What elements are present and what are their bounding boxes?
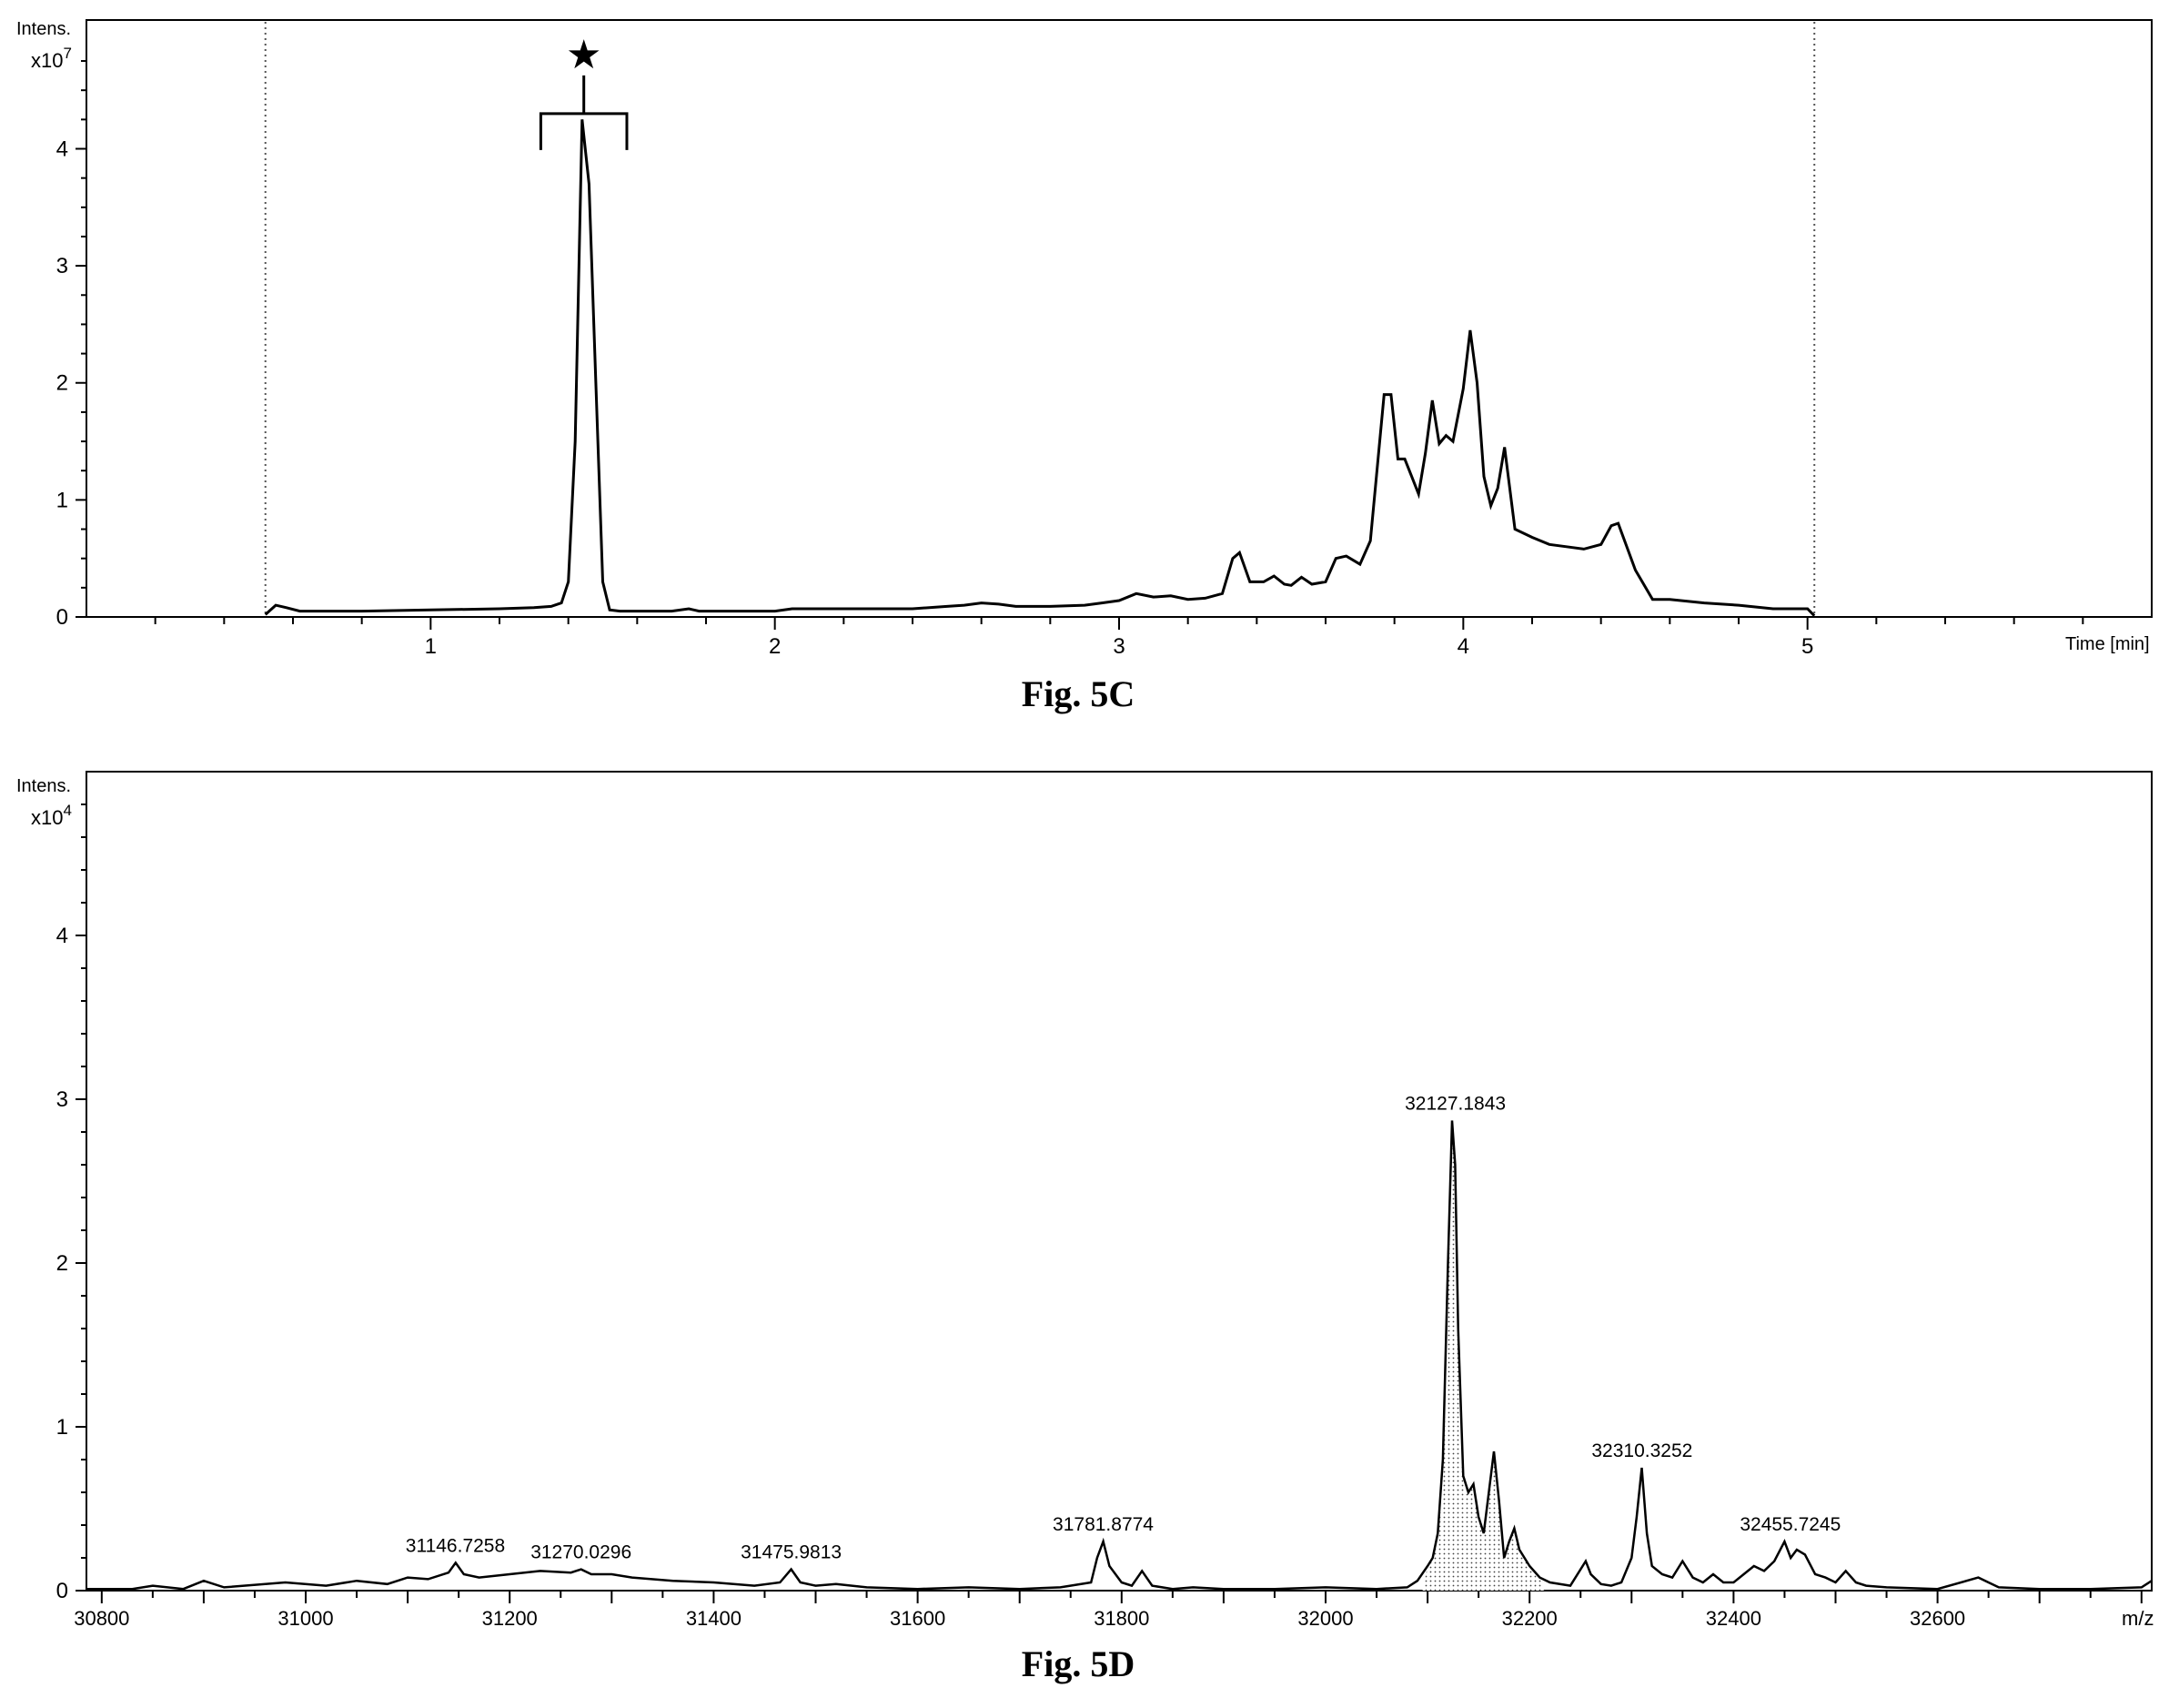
y-ticks-5d: 0 1 2 3 4 bbox=[56, 803, 86, 1603]
chart-5d: Intens. x104 m/z 0 1 2 3 4 30800 31000 31200 31… bbox=[16, 771, 2154, 1684]
bracket-shape bbox=[539, 75, 629, 150]
y-tick-label: 4 bbox=[56, 924, 68, 948]
x-tick-label: 31200 bbox=[482, 1607, 538, 1630]
x-tick-label: 5 bbox=[1801, 634, 1813, 659]
star-marker: ★ bbox=[566, 33, 601, 77]
y-scale-5d: x104 bbox=[31, 802, 72, 829]
y-ticks-5c: 0 1 2 3 4 bbox=[56, 60, 86, 630]
dotted-lines-5c bbox=[264, 22, 1816, 617]
x-tick-label: 4 bbox=[1458, 634, 1469, 659]
x-tick-label: 31000 bbox=[277, 1607, 333, 1630]
peak-label: 31146.7258 bbox=[406, 1535, 505, 1556]
peak-labels-5d: 31146.7258 31270.0296 31475.9813 31781.8774… bbox=[406, 1093, 1841, 1562]
peak-label: 32455.7245 bbox=[1740, 1514, 1841, 1535]
y-tick-label: 2 bbox=[56, 1251, 68, 1276]
x-ticks-5c: 1 2 3 4 5 bbox=[154, 617, 2084, 659]
y-tick-label: 3 bbox=[56, 1087, 68, 1112]
x-tick-label: 32600 bbox=[1910, 1607, 1965, 1630]
peak-label: 31475.9813 bbox=[741, 1542, 842, 1563]
chart-5c: Intens. x107 Time [min] 0 1 2 3 4 1 2 3 4 5 ★ Fi… bbox=[16, 19, 2153, 714]
peak-label: 31270.0296 bbox=[530, 1542, 631, 1563]
caption-5d: Fig. 5D bbox=[1022, 1643, 1135, 1684]
caption-5c: Fig. 5C bbox=[1022, 673, 1135, 714]
x-tick-label: 30800 bbox=[74, 1607, 129, 1630]
plot-frame-5c bbox=[86, 19, 2153, 618]
x-label-5c: Time [min] bbox=[2065, 634, 2150, 654]
y-tick-label: 0 bbox=[56, 605, 68, 630]
x-tick-label: 31800 bbox=[1094, 1607, 1149, 1630]
peak-label: 31781.8774 bbox=[1053, 1514, 1154, 1535]
plot-frame-5d bbox=[86, 771, 2153, 1592]
series-line-5d bbox=[86, 1120, 2153, 1591]
y-tick-label: 2 bbox=[56, 371, 68, 396]
y-tick-label: 1 bbox=[56, 1415, 68, 1440]
series-line-5c bbox=[264, 119, 1816, 617]
x-tick-label: 32400 bbox=[1706, 1607, 1761, 1630]
x-tick-label: 2 bbox=[769, 634, 781, 659]
y-tick-label: 3 bbox=[56, 254, 68, 278]
x-tick-label: 32000 bbox=[1297, 1607, 1353, 1630]
y-tick-label: 0 bbox=[56, 1579, 68, 1603]
x-tick-label: 3 bbox=[1113, 634, 1125, 659]
x-tick-label: 31400 bbox=[686, 1607, 741, 1630]
x-ticks-5d: 30800 31000 31200 31400 31600 31800 32000 32200… bbox=[74, 1591, 2143, 1630]
series-fill-5d bbox=[1422, 1120, 1545, 1591]
y-label-5d: Intens. bbox=[16, 776, 71, 796]
peak-bracket bbox=[539, 75, 629, 150]
x-label-5d: m/z bbox=[2122, 1607, 2154, 1630]
y-tick-label: 1 bbox=[56, 488, 68, 512]
x-tick-label: 32200 bbox=[1502, 1607, 1558, 1630]
y-label-5c: Intens. bbox=[16, 19, 71, 39]
x-tick-label: 31600 bbox=[890, 1607, 945, 1630]
y-scale-5c: x107 bbox=[31, 45, 72, 72]
peak-label: 32310.3252 bbox=[1591, 1440, 1692, 1461]
x-tick-label: 1 bbox=[425, 634, 437, 659]
y-tick-label: 4 bbox=[56, 136, 68, 161]
peak-label: 32127.1843 bbox=[1405, 1093, 1506, 1114]
